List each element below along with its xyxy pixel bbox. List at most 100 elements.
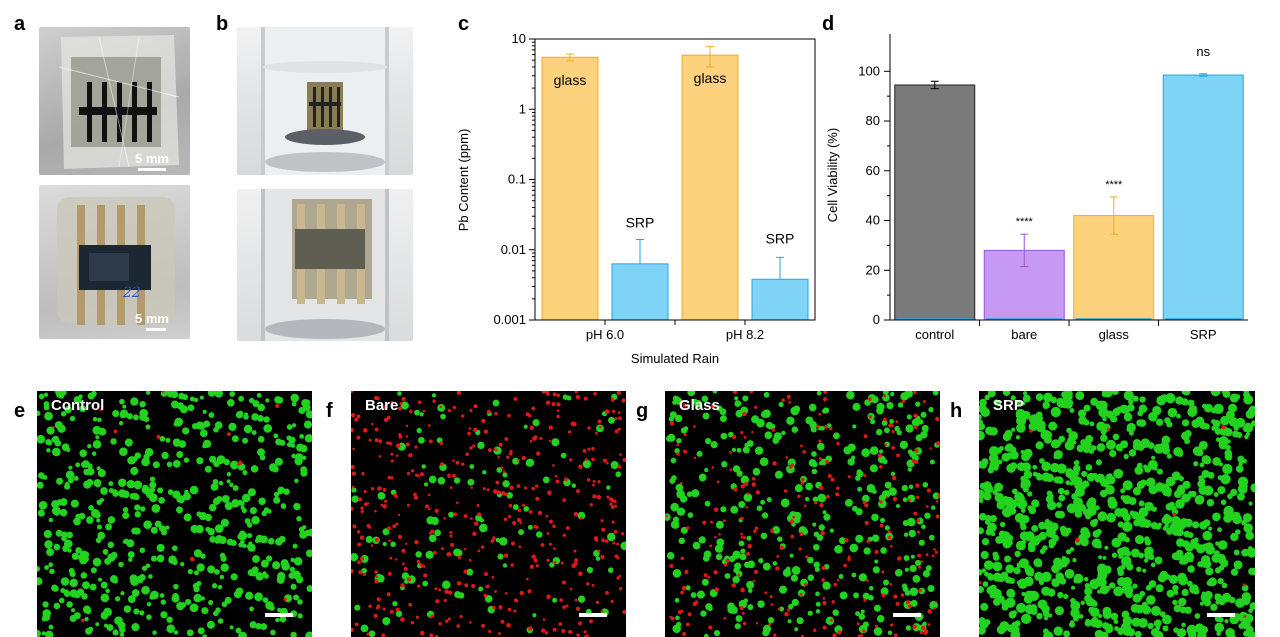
live-cell (1140, 479, 1147, 486)
live-cell (89, 583, 97, 591)
dead-cell (773, 633, 777, 637)
live-cell (93, 511, 101, 519)
live-cell (887, 630, 893, 635)
live-cell (1230, 568, 1239, 576)
live-cell (1222, 596, 1228, 603)
dead-cell (821, 565, 826, 571)
dead-cell (573, 511, 579, 517)
dead-cell (591, 457, 595, 462)
chart-c-ytick-label: 0.1 (508, 172, 526, 187)
live-cell (608, 416, 615, 424)
live-cell (852, 402, 861, 411)
live-cell (1235, 417, 1246, 428)
live-cell (1110, 612, 1119, 621)
live-cell (131, 589, 140, 597)
live-cell (880, 547, 887, 554)
live-cell (1184, 542, 1194, 552)
live-cell (1010, 395, 1016, 401)
dead-cell (383, 499, 388, 503)
live-cell (161, 451, 169, 460)
dead-cell (713, 570, 718, 575)
chart-c-xlabel: Simulated Rain (631, 351, 719, 366)
live-cell (815, 601, 821, 607)
dead-cell (508, 503, 513, 508)
dead-cell (410, 620, 415, 625)
live-cell (38, 501, 48, 510)
live-cell (921, 524, 926, 530)
live-cell (1047, 522, 1053, 528)
live-cell (1142, 464, 1148, 469)
live-cell (60, 588, 66, 594)
live-cell (1009, 507, 1017, 515)
dead-cell (375, 606, 379, 610)
dead-cell (438, 621, 442, 626)
live-cell (988, 465, 994, 471)
live-cell (846, 391, 855, 400)
live-cell (889, 419, 895, 424)
live-cell (1228, 513, 1236, 521)
live-cell (1086, 499, 1097, 510)
live-cell (1102, 610, 1112, 619)
live-cell (209, 455, 217, 463)
live-cell (751, 415, 760, 424)
live-cell (96, 466, 101, 471)
dead-cell (382, 607, 386, 611)
dead-cell (874, 624, 879, 628)
live-cell (176, 495, 185, 503)
dead-cell (682, 403, 687, 408)
live-cell (811, 468, 818, 475)
live-cell (1130, 548, 1140, 558)
live-cell (187, 404, 195, 412)
live-cell (267, 537, 275, 545)
live-cell (117, 478, 127, 488)
live-cell (92, 557, 102, 567)
live-cell (774, 470, 783, 479)
live-cell (159, 593, 165, 598)
live-cell (739, 553, 747, 561)
dead-cell (600, 609, 604, 613)
live-cell (1095, 459, 1102, 466)
dead-cell (531, 486, 536, 491)
dead-cell (387, 475, 391, 480)
live-cell (365, 535, 373, 544)
live-cell (294, 478, 299, 484)
live-cell (1026, 532, 1033, 539)
live-cell (1186, 624, 1197, 636)
live-cell (1134, 466, 1144, 475)
chart-c-ytick-label: 0.01 (501, 242, 526, 257)
live-cell (495, 537, 501, 543)
dead-cell (408, 453, 413, 458)
dead-cell (740, 431, 744, 435)
dead-cell (531, 406, 536, 411)
live-cell (428, 534, 437, 543)
live-cell (143, 520, 152, 529)
dead-cell (423, 573, 428, 578)
live-cell (716, 405, 723, 412)
dead-cell (483, 571, 489, 577)
live-cell (880, 587, 889, 596)
live-cell (527, 524, 533, 530)
live-cell (286, 424, 293, 430)
dead-cell (935, 500, 939, 503)
live-cell (710, 440, 718, 449)
live-cell (595, 556, 601, 561)
live-cell (290, 393, 300, 403)
live-cell (778, 585, 788, 594)
live-cell (1126, 422, 1136, 433)
live-cell (1210, 391, 1221, 397)
live-cell (1215, 599, 1221, 605)
dead-cell (685, 526, 690, 530)
live-cell (762, 629, 770, 637)
live-cell (66, 601, 73, 608)
live-cell (815, 609, 821, 614)
dead-cell (931, 554, 935, 558)
live-cell (60, 411, 67, 417)
live-cell (1172, 599, 1178, 606)
dead-cell (405, 442, 410, 447)
live-cell (1084, 582, 1091, 589)
live-cell (1054, 606, 1064, 616)
dead-cell (818, 485, 824, 490)
live-cell (918, 539, 925, 546)
dead-cell (835, 492, 840, 497)
dead-cell (389, 476, 394, 480)
